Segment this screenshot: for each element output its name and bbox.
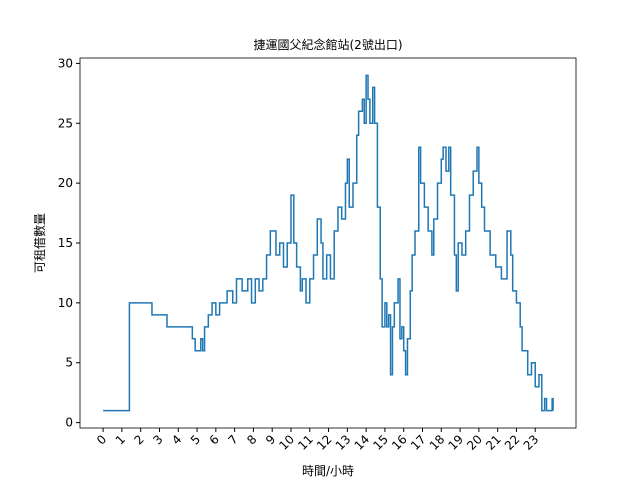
line bbox=[103, 74, 554, 412]
x-tick-label: 13 bbox=[333, 432, 354, 453]
y-tick-label: 20 bbox=[58, 176, 73, 190]
y-tick-label: 5 bbox=[65, 356, 73, 370]
x-tick-label: 1 bbox=[113, 432, 128, 447]
chart-title: 捷運國父紀念館站(2號出口) bbox=[254, 37, 403, 52]
x-tick-label: 11 bbox=[295, 432, 316, 453]
x-tick-label: 3 bbox=[150, 432, 165, 447]
x-tick-label: 21 bbox=[483, 432, 504, 453]
x-tick-label: 22 bbox=[502, 432, 523, 453]
y-tick-label: 30 bbox=[58, 56, 73, 70]
x-tick-label: 23 bbox=[521, 432, 542, 453]
x-tick-label: 8 bbox=[244, 432, 259, 447]
x-tick-label: 16 bbox=[389, 432, 410, 453]
x-tick-label: 4 bbox=[169, 432, 184, 447]
x-tick-label: 18 bbox=[427, 432, 448, 453]
x-tick-label: 5 bbox=[188, 432, 203, 447]
plot-frame bbox=[79, 57, 577, 429]
x-tick-label: 10 bbox=[276, 432, 297, 453]
x-tick-label: 20 bbox=[464, 432, 485, 453]
x-tick-label: 9 bbox=[263, 432, 278, 447]
x-tick-label: 19 bbox=[445, 432, 466, 453]
x-tick-label: 6 bbox=[207, 432, 222, 447]
x-tick-label: 7 bbox=[225, 432, 240, 447]
y-tick-label: 10 bbox=[58, 296, 73, 310]
x-tick-label: 2 bbox=[132, 432, 147, 447]
x-axis-label: 時間/小時 bbox=[302, 464, 354, 478]
x-tick-label: 12 bbox=[314, 432, 335, 453]
y-tick-label: 15 bbox=[58, 236, 73, 250]
y-tick-label: 0 bbox=[65, 416, 73, 430]
x-tick-label: 17 bbox=[408, 432, 429, 453]
x-tick-label: 0 bbox=[94, 432, 109, 447]
x-tick-label: 14 bbox=[352, 432, 373, 453]
y-axis-label: 可租借數量 bbox=[33, 213, 47, 273]
y-tick-label: 25 bbox=[58, 116, 73, 130]
x-tick-label: 15 bbox=[370, 432, 391, 453]
